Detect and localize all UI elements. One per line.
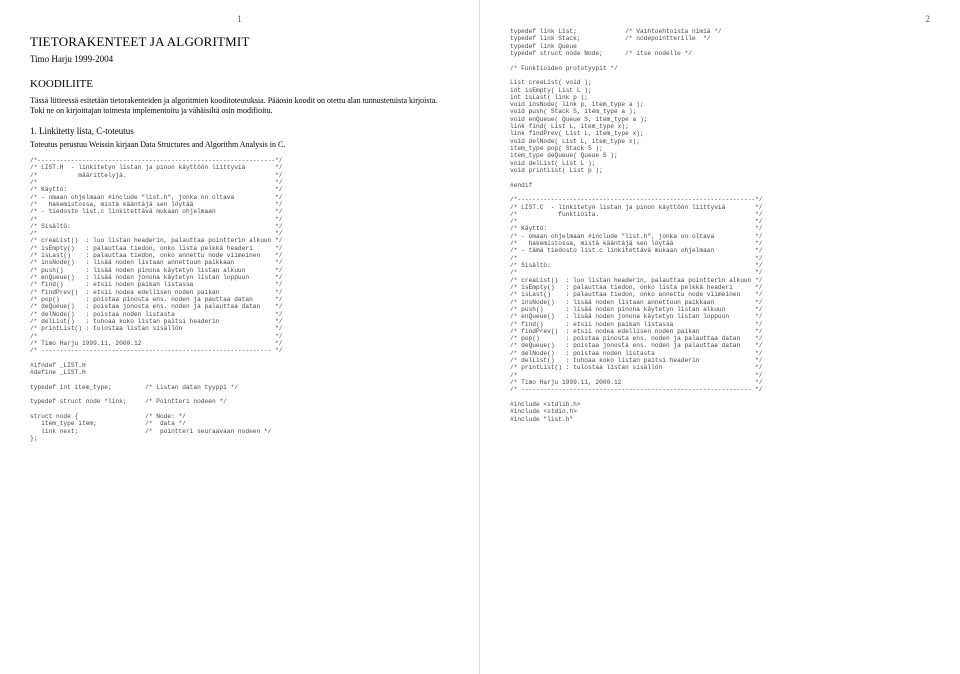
intro-paragraph: Tässä liitteessä esitetään tietorakentei… [30,96,449,116]
code-block-page1: /*--------------------------------------… [30,157,449,442]
page-number-1: 1 [237,14,242,24]
section-1-note: Toteutus perustuu Weissin kirjaan Data S… [30,140,449,149]
page-number-2: 2 [926,14,931,24]
code-block-page2: typedef link List; /* Vaihtoehtoisia nim… [510,28,930,423]
section-koodiliite: KOODILIITE [30,78,449,90]
page-2: 2 typedef link List; /* Vaihtoehtoisia n… [480,0,960,674]
page-spread: 1 TIETORAKENTEET JA ALGORITMIT Timo Harj… [0,0,960,674]
doc-title: TIETORAKENTEET JA ALGORITMIT [30,34,449,50]
section-1-heading: 1. Linkitetty lista, C-toteutus [30,126,449,136]
page-1: 1 TIETORAKENTEET JA ALGORITMIT Timo Harj… [0,0,480,674]
author-line: Timo Harju 1999-2004 [30,54,449,64]
